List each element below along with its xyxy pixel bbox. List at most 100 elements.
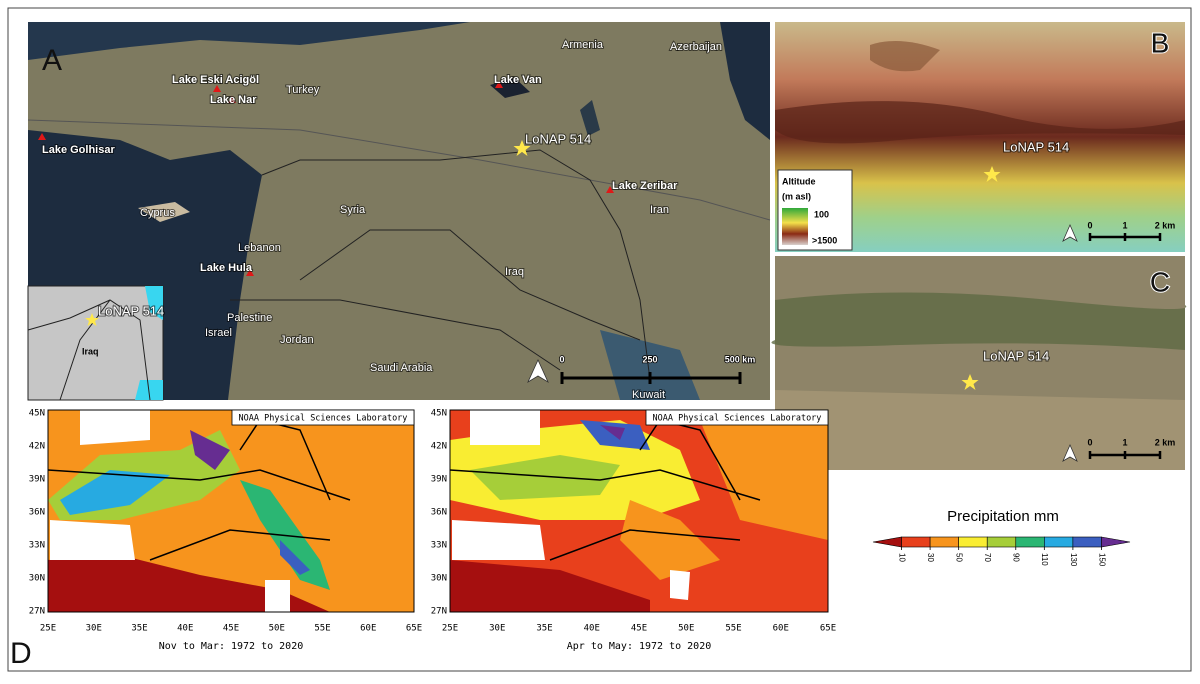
legend-unit: (m asl) [782,191,811,201]
panel-label: D [10,637,32,670]
lon-tick-label: 50E [269,624,285,634]
precip-map-1 [47,409,415,613]
source-label: NOAA Physical Sciences Laboratory [239,414,408,424]
panel-c-map [771,256,1187,470]
colorbar-segment [1044,536,1074,548]
colorbar-tick-label: 110 [1040,553,1049,566]
colorbar-segment [1015,536,1045,548]
place-label: Lake Golhisar [42,144,115,156]
colorbar-segment [958,536,988,548]
lat-tick-label: 27N [431,607,447,617]
lon-tick-label: 35E [131,624,147,634]
scale-label: 0 [1087,437,1092,447]
lat-tick-label: 39N [431,475,447,485]
site-label: LoNAP 514 [1003,139,1069,154]
colorbar-tick-label: 50 [955,553,964,562]
colorbar-segment [1072,536,1102,548]
lon-tick-label: 55E [314,624,330,634]
colorbar-tick-label: 70 [983,553,992,562]
site-label: LoNAP 514 [983,348,1049,363]
place-label: Saudi Arabia [370,362,433,374]
colorbar-segment [1101,536,1131,548]
place-label: Lake Eski Acigöl [172,74,259,86]
place-label: Lake Van [494,74,542,86]
lat-tick-label: 42N [29,442,45,452]
panel-b-map [775,22,1185,252]
scale-label: 1 [1122,220,1127,230]
lat-tick-label: 42N [431,442,447,452]
legend-high: >1500 [812,235,837,245]
lat-tick-label: 45N [431,409,447,419]
scale-label: 1 [1122,437,1127,447]
place-label: Lebanon [238,242,281,254]
place-label: Lake Nar [210,94,257,106]
scale-label: 0 [1087,220,1092,230]
colorbar-segment [986,536,1017,548]
panel-label: C [1150,266,1170,297]
lon-tick-label: 35E [536,624,552,634]
lon-tick-label: 25E [442,624,458,634]
lon-tick-label: 30E [489,624,505,634]
place-label: Syria [340,204,366,216]
precip-map-2 [449,409,829,613]
place-label: Lake Hula [200,262,253,274]
lon-tick-label: 60E [360,624,376,634]
lon-tick-label: 25E [40,624,56,634]
colorbar-segment [901,536,931,548]
place-label: Armenia [562,39,604,51]
lon-tick-label: 40E [584,624,600,634]
colorbar-title: Precipitation mm [947,508,1059,525]
lon-tick-label: 65E [820,624,836,634]
colorbar-tick-label: 90 [1012,553,1021,562]
panel-label: A [42,44,62,77]
inset-country-label: Iraq [82,346,99,356]
scale-label: 0 [559,354,564,364]
scale-label: 250 [642,354,657,364]
lon-tick-label: 50E [678,624,694,634]
colorbar-tick-label: 150 [1097,553,1106,567]
map-caption: Apr to May: 1972 to 2020 [567,641,712,652]
lat-tick-label: 39N [29,475,45,485]
place-label: Iran [650,204,669,216]
place-label: Azerbaijan [670,41,722,53]
lat-tick-label: 33N [431,541,447,551]
place-label: Turkey [286,84,320,96]
scale-label: 2 km [1155,220,1176,230]
legend-title: Altitude [782,176,816,186]
colorbar-segment [929,536,959,548]
place-label: Cyprus [140,207,175,219]
panel-label: B [1151,27,1170,58]
place-label: Lake Zeribar [612,180,678,192]
inset-site-label: LoNAP 514 [98,303,164,318]
panel-a-map [27,22,771,401]
lon-tick-label: 45E [631,624,647,634]
lat-tick-label: 45N [29,409,45,419]
colorbar-tick-label: 30 [926,553,935,562]
lon-tick-label: 60E [773,624,789,634]
place-label: Kuwait [632,389,665,401]
place-label: Israel [205,327,232,339]
place-label: LoNAP 514 [525,131,591,146]
map-caption: Nov to Mar: 1972 to 2020 [159,641,304,652]
lon-tick-label: 30E [86,624,102,634]
source-label: NOAA Physical Sciences Laboratory [653,414,822,424]
lon-tick-label: 55E [725,624,741,634]
lat-tick-label: 36N [29,508,45,518]
place-label: Palestine [227,312,272,324]
place-label: Iraq [505,266,524,278]
lat-tick-label: 30N [29,574,45,584]
legend-low: 100 [814,209,829,219]
scale-label: 500 km [725,354,756,364]
lat-tick-label: 33N [29,541,45,551]
lon-tick-label: 40E [177,624,193,634]
scale-label: 2 km [1155,437,1176,447]
lat-tick-label: 27N [29,607,45,617]
lon-tick-label: 45E [223,624,239,634]
lon-tick-label: 65E [406,624,422,634]
colorbar-tick-label: 10 [897,553,906,562]
lat-tick-label: 30N [431,574,447,584]
place-label: Jordan [280,334,314,346]
lat-tick-label: 36N [431,508,447,518]
colorbar-tick-label: 130 [1069,553,1078,567]
